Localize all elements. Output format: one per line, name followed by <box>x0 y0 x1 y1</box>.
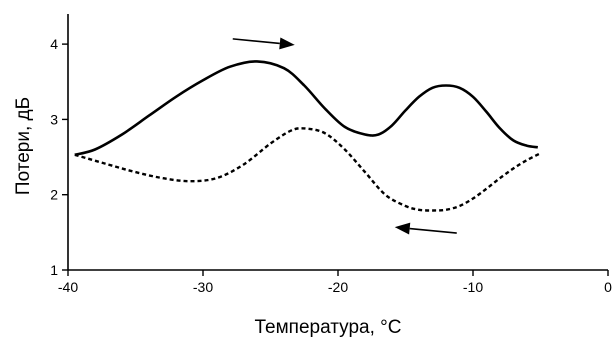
cooling-curve-dashed <box>74 127 542 212</box>
y-tick-label: 1 <box>50 262 58 278</box>
y-axis-ticks: 1 2 3 4 <box>50 36 68 278</box>
y-tick-label: 4 <box>50 36 58 52</box>
x-axis-title: Температура, °C <box>255 317 402 338</box>
x-tick-label: -40 <box>58 279 78 295</box>
x-tick-label: -30 <box>193 279 213 295</box>
series-layer <box>74 60 542 212</box>
y-axis-title: Потери, дБ <box>13 97 34 195</box>
axes <box>67 14 608 271</box>
heating-curve-solid <box>74 60 539 157</box>
x-axis-ticks: -40 -30 -20 -10 0 <box>58 270 612 295</box>
y-tick-label: 3 <box>50 111 58 127</box>
x-tick-label: -10 <box>463 279 483 295</box>
x-tick-label: 0 <box>604 279 612 295</box>
arrow-right-icon <box>232 37 295 50</box>
y-tick-label: 2 <box>50 187 58 203</box>
arrow-left-icon <box>394 222 457 235</box>
x-tick-label: -20 <box>328 279 348 295</box>
annotation-layer <box>232 37 457 235</box>
